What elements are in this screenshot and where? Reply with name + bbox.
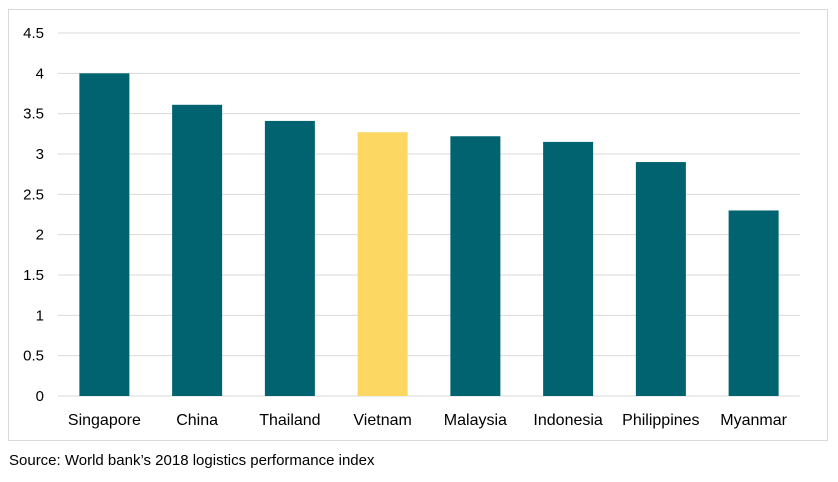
bar-vietnam [357,132,408,396]
bar-myanmar [728,210,779,396]
x-category-label: Singapore [68,412,141,429]
y-tick-label: 2 [36,227,44,244]
gridlines [58,32,800,397]
y-axis-ticks: 0 0.5 1 1.5 2 2.5 3 3.5 4 4.5 [23,25,44,405]
bar-thailand [264,120,315,396]
x-axis-labels: Singapore China Thailand Vietnam Malaysia Ind… [68,412,788,429]
bars [79,73,779,396]
y-tick-label: 1 [36,307,44,324]
bar-singapore [79,73,130,396]
y-tick-label: 4.5 [23,25,44,42]
x-category-label: Philippines [622,412,699,429]
x-category-label: Indonesia [533,412,602,429]
y-tick-label: 3 [36,146,44,163]
bar-chart: 0 0.5 1 1.5 2 2.5 3 3.5 4 4.5 Singapore China Thail… [23,25,800,429]
y-tick-label: 0.5 [23,348,44,365]
source-note: Source: World bank’s 2018 logistics perf… [9,452,375,469]
x-category-label: Vietnam [353,412,411,429]
chart-frame [8,9,828,441]
bar-malaysia [450,136,501,396]
x-category-label: Myanmar [720,412,787,429]
y-tick-label: 0 [36,388,44,405]
bar-philippines [635,162,686,396]
x-category-label: Thailand [259,412,320,429]
y-tick-label: 1.5 [23,267,44,284]
y-tick-label: 3.5 [23,106,44,123]
y-tick-label: 2.5 [23,186,44,203]
y-tick-label: 4 [36,65,44,82]
x-category-label: China [176,412,218,429]
bar-china [172,104,223,396]
bar-indonesia [543,141,594,396]
x-category-label: Malaysia [444,412,507,429]
